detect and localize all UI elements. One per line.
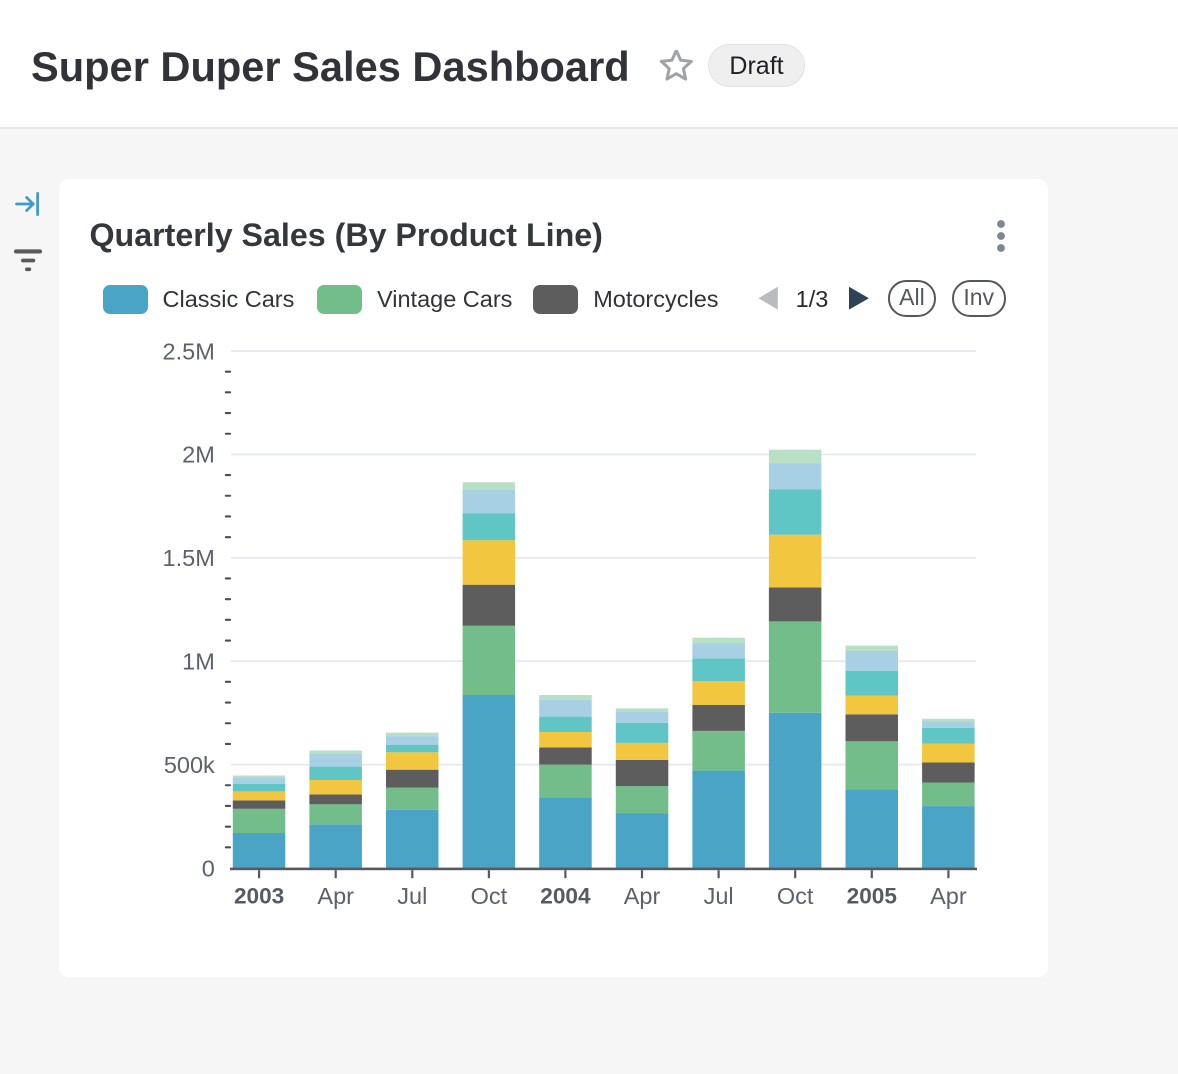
svg-text:0: 0 [202, 855, 215, 881]
svg-text:Oct: Oct [777, 883, 814, 909]
svg-text:2003: 2003 [234, 884, 284, 909]
svg-text:1.5M: 1.5M [163, 545, 215, 571]
svg-text:2.5M: 2.5M [163, 338, 215, 364]
svg-text:Apr: Apr [930, 883, 967, 909]
svg-text:500k: 500k [164, 752, 215, 778]
svg-text:2005: 2005 [847, 884, 897, 909]
svg-text:2004: 2004 [540, 884, 591, 909]
svg-text:Oct: Oct [471, 883, 508, 909]
svg-text:Apr: Apr [317, 883, 354, 909]
svg-text:Jul: Jul [704, 883, 734, 909]
svg-text:Jul: Jul [397, 883, 427, 909]
svg-text:Apr: Apr [624, 883, 661, 909]
svg-text:2M: 2M [182, 442, 215, 468]
svg-text:1M: 1M [182, 649, 215, 675]
